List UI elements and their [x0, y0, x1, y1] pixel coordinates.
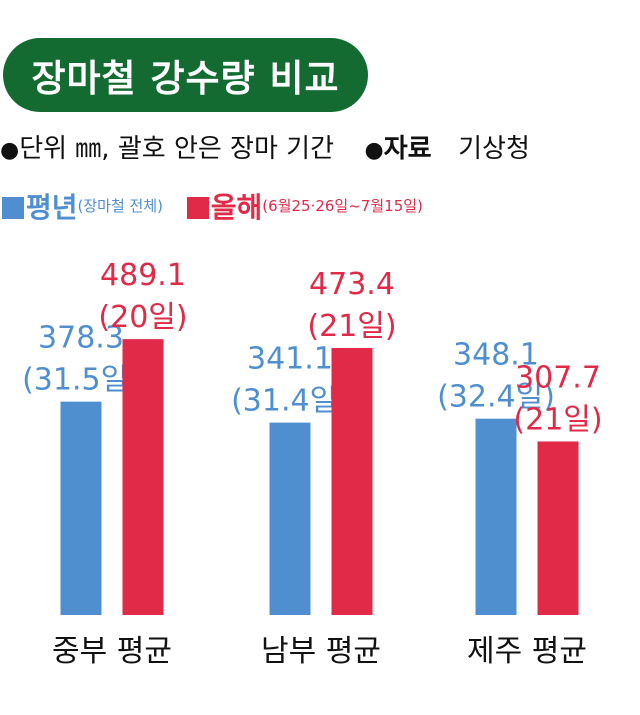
legend-label-normal: 평년 [26, 191, 78, 224]
legend-swatch-normal [2, 197, 24, 219]
bar-this-year [331, 348, 373, 615]
category-label: 제주 평균 [467, 634, 587, 669]
legend-note-this-year: (6월25·26일~7월15일) [262, 197, 423, 215]
unit-note: 단위 ㎜, 괄호 안은 장마 기간 [19, 134, 334, 164]
legend-item-this-year: 올해(6월25·26일~7월15일) [186, 191, 423, 224]
category-label: 중부 평균 [52, 634, 172, 669]
data-label-period: (31.4일) [231, 384, 349, 419]
category-label: 남부 평균 [261, 634, 381, 669]
data-label-period: (32.4일) [437, 380, 555, 415]
data-label-value: 489.1 [100, 258, 186, 293]
data-label-period: (31.5일) [22, 363, 140, 398]
chart-title: 장마철 강수량 비교 [3, 38, 368, 112]
data-label-period: (21일) [513, 402, 602, 437]
legend-label-this-year: 올해 [210, 191, 263, 224]
bar-normal [60, 401, 102, 615]
source-label: 자료 [383, 134, 432, 164]
data-label-period: (21일) [307, 309, 396, 344]
bar-normal [269, 422, 311, 615]
data-label-value: 341.1 [247, 342, 333, 377]
data-label-value: 307.7 [515, 360, 601, 395]
legend: 평년(장마철 전체) 올해(6월25·26일~7월15일) [2, 186, 437, 226]
data-label-value: 378.3 [38, 321, 124, 356]
legend-item-normal: 평년(장마철 전체) [2, 191, 173, 224]
data-label-value: 473.4 [309, 267, 395, 302]
bar-this-year [122, 339, 164, 615]
bullet-icon: ● [364, 138, 384, 163]
legend-swatch-this-year [186, 197, 209, 219]
bullet-icon: ● [0, 138, 20, 163]
bar-normal [475, 418, 517, 615]
source-value: 기상청 [458, 134, 530, 164]
data-label-value: 348.1 [453, 338, 539, 373]
legend-note-normal: (장마철 전체) [77, 197, 164, 215]
bar-this-year [537, 441, 579, 615]
data-label-period: (20일) [98, 300, 187, 335]
unit-note-line: ●단위 ㎜, 괄호 안은 장마 기간 ●자료 기상청 [0, 128, 530, 165]
